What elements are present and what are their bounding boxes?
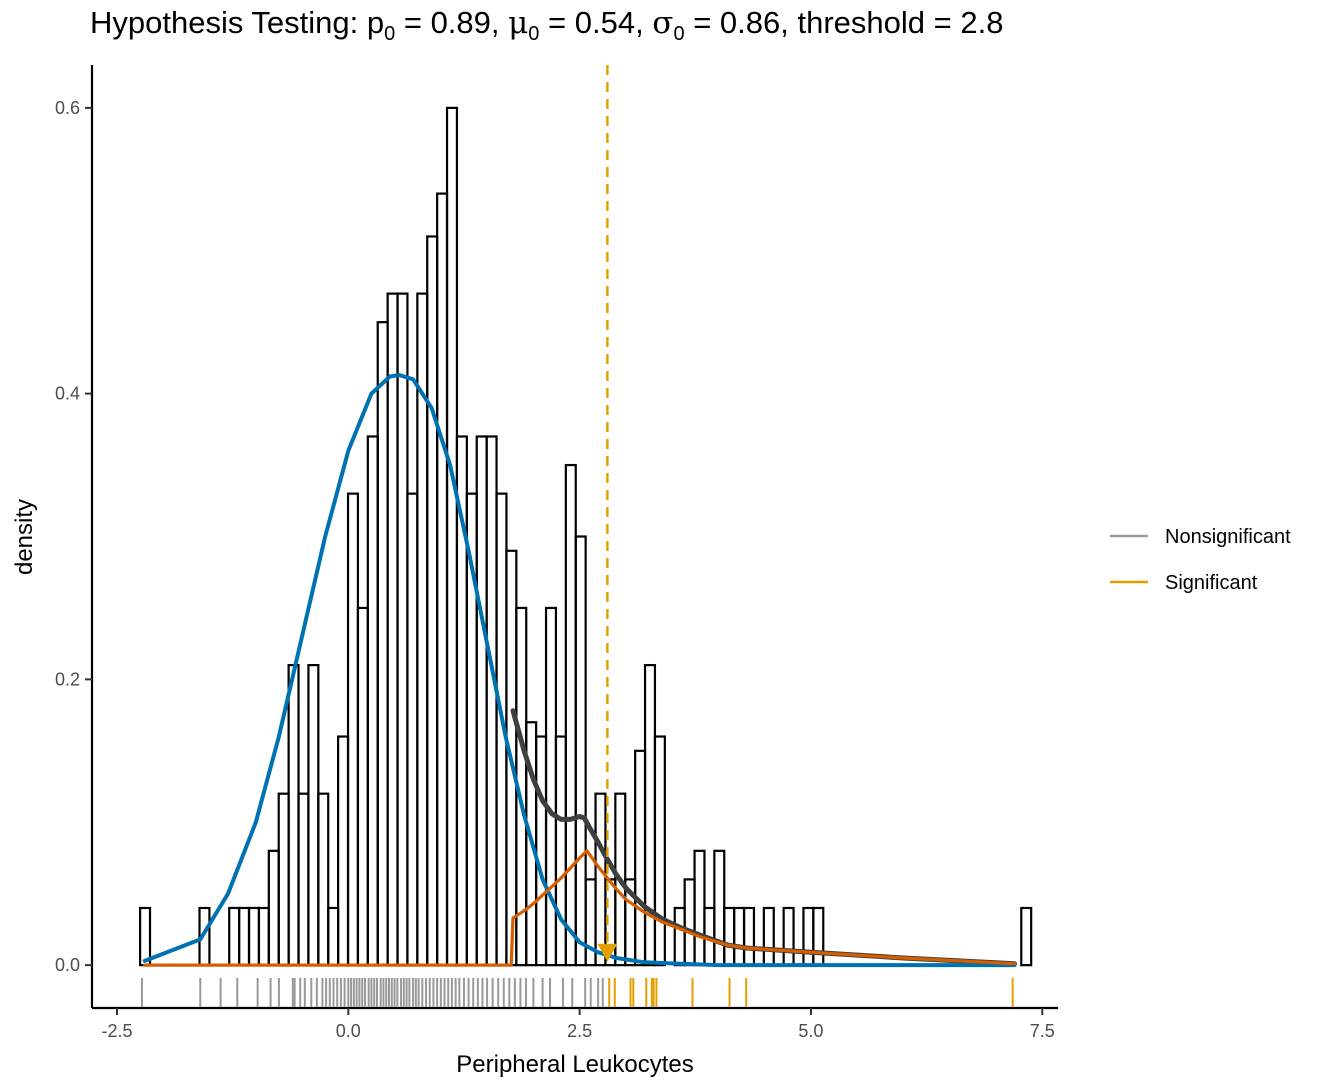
histogram-bar <box>634 749 647 967</box>
rug <box>140 977 1014 1007</box>
histogram-bar <box>445 106 459 967</box>
legend-label: Nonsignificant <box>1165 526 1291 548</box>
histogram-bar <box>653 735 666 967</box>
y-axis-title: density <box>11 499 38 575</box>
histogram-bar <box>485 435 498 967</box>
histogram-bar <box>812 906 825 967</box>
histogram-bar <box>742 906 756 967</box>
histogram-bar <box>287 663 300 967</box>
histogram-bar <box>535 735 548 967</box>
title-p-value: = 0.89, <box>395 5 508 40</box>
histogram-bar <box>733 906 746 967</box>
density-curves <box>142 373 1017 968</box>
legend: Nonsignificant Significant <box>1110 526 1291 594</box>
histogram-bar <box>257 906 270 967</box>
histogram-bar <box>1020 906 1033 967</box>
title-mu-symbol: μ <box>508 5 528 41</box>
title-mu-value: = 0.54, <box>539 5 652 40</box>
histogram-bar <box>386 292 399 967</box>
x-axis-title: Peripheral Leukocytes <box>456 1051 693 1078</box>
histogram-bar <box>436 192 449 967</box>
histogram-bar <box>762 906 775 967</box>
histogram-bar <box>564 463 577 967</box>
x-tick-label: 7.5 <box>1030 1021 1055 1041</box>
histogram-bar <box>356 606 369 967</box>
histogram <box>139 106 1033 967</box>
y-tick-label: 0.2 <box>55 669 80 689</box>
x-tick-label: 0.0 <box>336 1021 361 1041</box>
y-tick-label: 0.6 <box>55 98 80 118</box>
histogram-bar <box>277 792 290 967</box>
histogram-bar <box>683 878 696 967</box>
title-mu-sub: 0 <box>528 23 539 45</box>
histogram-bar <box>396 292 409 967</box>
histogram-bar <box>673 906 686 967</box>
alternative-density-line <box>143 849 1017 967</box>
histogram-bar <box>267 849 280 967</box>
null-density-line <box>142 373 1017 968</box>
legend-label: Significant <box>1165 572 1258 594</box>
histogram-bar <box>376 321 389 967</box>
histogram-bar <box>574 535 587 967</box>
title-sigma-sub: 0 <box>673 23 684 45</box>
title-prefix: Hypothesis Testing: <box>90 5 367 40</box>
x-tick-label: 5.0 <box>798 1021 823 1041</box>
title-p-symbol: p <box>367 5 384 40</box>
title-sigma-symbol: σ <box>652 5 673 41</box>
histogram-bar <box>406 492 419 967</box>
histogram-bar <box>782 906 795 967</box>
title-p-sub: 0 <box>384 23 395 45</box>
histogram-bar <box>297 792 310 967</box>
histogram-bar <box>307 663 320 967</box>
x-tick-label: 2.5 <box>567 1021 592 1041</box>
x-tick-label: -2.5 <box>101 1021 132 1041</box>
title-sigma-value: = 0.86, threshold = 2.8 <box>685 5 1004 40</box>
histogram-bar <box>426 235 439 967</box>
histogram-bar <box>713 849 726 967</box>
histogram-bar <box>643 663 657 967</box>
chart-title: Hypothesis Testing: p0 = 0.89, μ0 = 0.54… <box>90 5 1003 45</box>
histogram-bar <box>139 906 152 967</box>
histogram-bar <box>693 849 706 967</box>
y-tick-label: 0.0 <box>55 955 80 975</box>
histogram-bar <box>366 435 379 967</box>
histogram-bar <box>475 435 488 967</box>
histogram-bar <box>238 906 251 967</box>
histogram-bar <box>802 906 815 967</box>
y-tick-label: 0.4 <box>55 384 80 404</box>
histogram-bar <box>723 906 736 967</box>
histogram-bar <box>317 792 330 967</box>
histogram-bar <box>346 492 360 967</box>
histogram-bar <box>247 906 261 967</box>
histogram-bar <box>594 792 607 967</box>
histogram-bar <box>554 735 567 967</box>
axes: -2.5 0.0 2.5 5.0 7.5 0.0 0.2 0.4 0.6 <box>55 65 1058 1041</box>
histogram-bar <box>337 735 350 967</box>
histogram-bar <box>544 606 558 967</box>
histogram-bar <box>228 906 241 967</box>
histogram-bar <box>327 906 340 967</box>
